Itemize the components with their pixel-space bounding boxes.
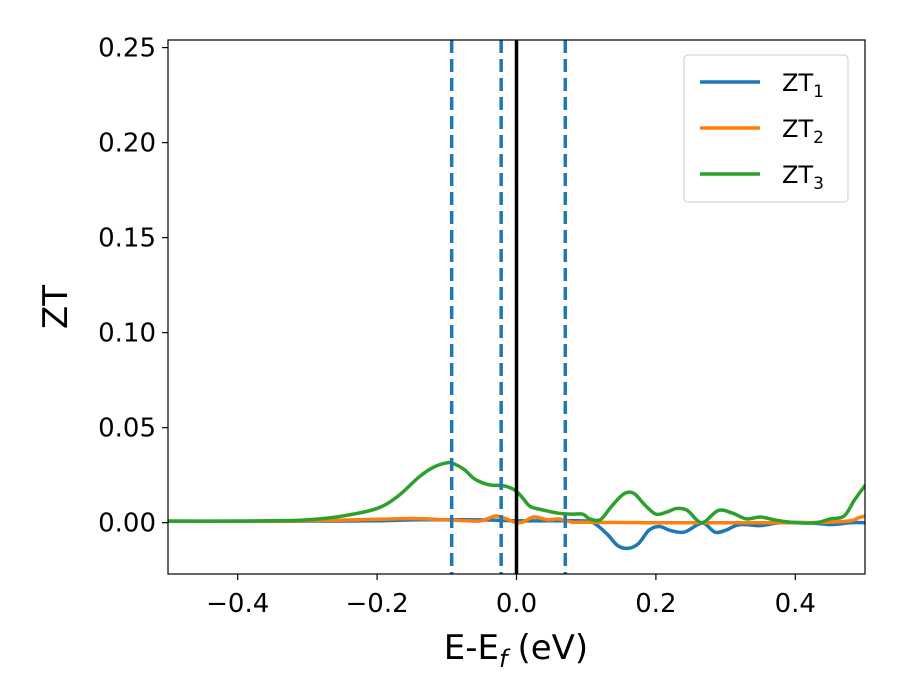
y-tick-label: 0.05 (98, 414, 156, 444)
legend-label-zt2: ZT2 (782, 115, 824, 148)
y-tick-label: 0.20 (98, 129, 156, 159)
x-tick-label: 0.2 (635, 589, 676, 619)
y-tick-label: 0.25 (98, 34, 156, 64)
legend-label-zt1: ZT1 (782, 69, 824, 102)
x-axis-ticks: −0.4 −0.2 0.0 0.2 0.4 (206, 574, 816, 619)
y-tick-label: 0.10 (98, 319, 156, 349)
y-axis-ticks: 0.00 0.05 0.10 0.15 0.20 0.25 (98, 34, 168, 539)
legend-box (683, 54, 849, 203)
vertical-lines-layer (449, 40, 568, 574)
y-axis-title: ZT (36, 285, 76, 329)
y-tick-label: 0.00 (98, 509, 156, 539)
series-layer (168, 460, 865, 551)
series-line-zt3 (168, 460, 865, 525)
x-axis-title: E-Ef (eV) (444, 628, 588, 673)
x-tick-label: −0.4 (206, 589, 269, 619)
x-tick-label: 0.0 (496, 589, 537, 619)
x-tick-label: −0.2 (346, 589, 409, 619)
x-tick-label: 0.4 (775, 589, 816, 619)
y-tick-label: 0.15 (98, 224, 156, 254)
legend-label-zt3: ZT3 (782, 161, 824, 194)
legend: ZT1 ZT2 ZT3 (683, 54, 849, 203)
